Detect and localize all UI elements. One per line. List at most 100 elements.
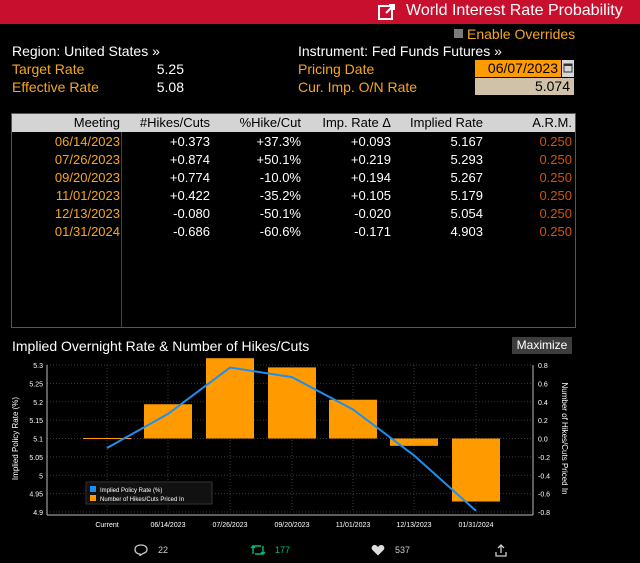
col-implied-rate[interactable]: Implied Rate bbox=[410, 115, 483, 130]
y-tick-label: 5.2 bbox=[33, 400, 43, 407]
bar[interactable] bbox=[452, 438, 500, 502]
cell-imp-rate-delta: +0.194 bbox=[350, 170, 391, 185]
legend-swatch-line bbox=[90, 486, 96, 492]
y-tick-label: 5.1 bbox=[33, 437, 43, 444]
bar[interactable] bbox=[144, 404, 192, 439]
y-right-tick-label: 0.0 bbox=[538, 437, 548, 444]
enable-overrides-checkbox[interactable] bbox=[454, 29, 463, 38]
effective-rate-value: 5.08 bbox=[156, 79, 184, 95]
legend-label-line: Implied Policy Rate (%) bbox=[100, 488, 162, 494]
legend bbox=[85, 481, 213, 505]
x-tick-label: 07/26/2023 bbox=[212, 522, 247, 529]
cell-implied-rate: 5.179 bbox=[450, 188, 483, 203]
y-right-tick-label: -0.6 bbox=[538, 492, 550, 499]
cell-hikes-cuts: -0.686 bbox=[173, 224, 210, 239]
cell-hikes-cuts: +0.373 bbox=[169, 134, 210, 149]
retweet-icon[interactable] bbox=[250, 544, 266, 556]
legend-label-bar: Number of Hikes/Cuts Priced In bbox=[100, 497, 184, 503]
y-tick-label: 4.95 bbox=[29, 492, 43, 499]
x-tick-label: Current bbox=[95, 522, 118, 529]
y-tick-label: 4.9 bbox=[33, 510, 43, 517]
region-selector[interactable]: Region: United States » bbox=[12, 43, 160, 59]
cell-arm: 0.250 bbox=[539, 224, 572, 239]
y-right-tick-label: 0.2 bbox=[538, 418, 548, 425]
cell-meeting: 11/01/2023 bbox=[55, 188, 120, 203]
y-right-tick-label: 0.8 bbox=[538, 363, 548, 370]
legend-swatch-bar bbox=[90, 495, 96, 501]
col-pct-hike-cut[interactable]: %Hike/Cut bbox=[239, 115, 301, 130]
target-rate-value: 5.25 bbox=[156, 61, 184, 77]
chart-panel-title: Implied Overnight Rate & Number of Hikes… bbox=[12, 338, 310, 354]
effective-rate-label: Effective Rate bbox=[12, 79, 99, 95]
series-line[interactable] bbox=[106, 366, 477, 512]
y-right-tick-label: -0.2 bbox=[538, 455, 550, 462]
cell-imp-rate-delta: -0.020 bbox=[354, 206, 391, 221]
cell-pct-hike-cut: -10.0% bbox=[259, 170, 301, 185]
like-icon[interactable] bbox=[371, 544, 385, 556]
implied-rate-chart: 5.3 0.8 5.25 0.6 5.2 0.4 5.15 0.2 5.1 0.0 5.05 -0.2… bbox=[11, 358, 569, 529]
onr-value: 5.074 bbox=[475, 78, 574, 95]
cell-arm: 0.250 bbox=[539, 206, 572, 221]
y-right-tick-label: -0.4 bbox=[538, 473, 550, 480]
enable-overrides-label[interactable]: Enable Overrides bbox=[467, 26, 576, 42]
title-bar: World Interest Rate Probability bbox=[0, 0, 640, 24]
retweet-count: 177 bbox=[275, 545, 291, 555]
cell-implied-rate: 4.903 bbox=[450, 224, 483, 239]
y-right-tick-label: -0.8 bbox=[538, 510, 550, 517]
y-tick-label: 5.15 bbox=[29, 418, 43, 425]
table-row[interactable]: 12/13/2023 -0.080 -50.1% -0.020 5.054 0.250 bbox=[12, 205, 575, 223]
maximize-button[interactable]: Maximize bbox=[512, 337, 572, 354]
y-tick-label: 5 bbox=[39, 473, 43, 480]
cell-imp-rate-delta: +0.093 bbox=[350, 134, 391, 149]
col-hikes-cuts[interactable]: #Hikes/Cuts bbox=[139, 115, 210, 130]
table-header: Meeting #Hikes/Cuts %Hike/Cut Imp. Rate … bbox=[12, 114, 575, 132]
table-row[interactable]: 09/20/2023 +0.774 -10.0% +0.194 5.267 0.250 bbox=[12, 169, 575, 187]
cell-arm: 0.250 bbox=[539, 170, 572, 185]
reply-icon[interactable] bbox=[134, 544, 148, 556]
cell-hikes-cuts: -0.080 bbox=[173, 206, 210, 221]
share-icon[interactable] bbox=[495, 544, 507, 557]
cell-imp-rate-delta: -0.171 bbox=[354, 224, 391, 239]
instrument-selector[interactable]: Instrument: Fed Funds Futures » bbox=[298, 43, 502, 59]
y-tick-label: 5.3 bbox=[33, 363, 43, 370]
cell-pct-hike-cut: +37.3% bbox=[256, 134, 301, 149]
cell-pct-hike-cut: -60.6% bbox=[259, 224, 301, 239]
pricing-date-input[interactable]: 06/07/2023 bbox=[475, 60, 561, 77]
cell-hikes-cuts: +0.422 bbox=[169, 188, 210, 203]
y-tick-label: 5.25 bbox=[29, 381, 43, 388]
bar[interactable] bbox=[329, 399, 377, 439]
cell-meeting: 12/13/2023 bbox=[54, 206, 120, 221]
col-imp-rate-delta[interactable]: Imp. Rate Δ bbox=[322, 115, 391, 130]
x-tick-label: 09/20/2023 bbox=[274, 522, 309, 529]
cell-implied-rate: 5.293 bbox=[450, 152, 483, 167]
cell-implied-rate: 5.054 bbox=[450, 206, 483, 221]
like-count: 537 bbox=[395, 545, 411, 555]
onr-label: Cur. Imp. O/N Rate bbox=[298, 79, 418, 95]
col-arm[interactable]: A.R.M. bbox=[532, 115, 572, 130]
calendar-icon[interactable] bbox=[562, 60, 574, 77]
bar[interactable] bbox=[206, 358, 254, 439]
cell-imp-rate-delta: +0.105 bbox=[350, 188, 391, 203]
external-link-icon[interactable] bbox=[378, 3, 396, 21]
y-tick-label: 5.05 bbox=[29, 455, 43, 462]
cell-implied-rate: 5.167 bbox=[450, 134, 483, 149]
table-row[interactable]: 11/01/2023 +0.422 -35.2% +0.105 5.179 0.250 bbox=[12, 187, 575, 205]
x-tick-label: 11/01/2023 bbox=[336, 522, 371, 529]
y-axis-title: Implied Policy Rate (%) bbox=[11, 397, 20, 480]
cell-arm: 0.250 bbox=[539, 152, 572, 167]
cell-meeting: 01/31/2024 bbox=[54, 224, 120, 239]
col-meeting[interactable]: Meeting bbox=[73, 115, 120, 130]
y-right-axis-title: Number of Hikes/Cuts Priced In bbox=[560, 382, 569, 494]
table-row[interactable]: 07/26/2023 +0.874 +50.1% +0.219 5.293 0.250 bbox=[12, 151, 575, 169]
table-row[interactable]: 01/31/2024 -0.686 -60.6% -0.171 4.903 0.250 bbox=[12, 223, 575, 241]
bar[interactable] bbox=[268, 367, 316, 439]
cell-imp-rate-delta: +0.219 bbox=[350, 152, 391, 167]
x-tick-label: 06/14/2023 bbox=[150, 522, 185, 529]
reply-count: 22 bbox=[158, 545, 169, 555]
bar[interactable] bbox=[390, 438, 438, 446]
cell-pct-hike-cut: -35.2% bbox=[259, 188, 301, 203]
cell-arm: 0.250 bbox=[539, 188, 572, 203]
cell-pct-hike-cut: -50.1% bbox=[259, 206, 301, 221]
table-row[interactable]: 06/14/2023 +0.373 +37.3% +0.093 5.167 0.250 bbox=[12, 133, 575, 151]
window-title: World Interest Rate Probability bbox=[406, 2, 623, 19]
